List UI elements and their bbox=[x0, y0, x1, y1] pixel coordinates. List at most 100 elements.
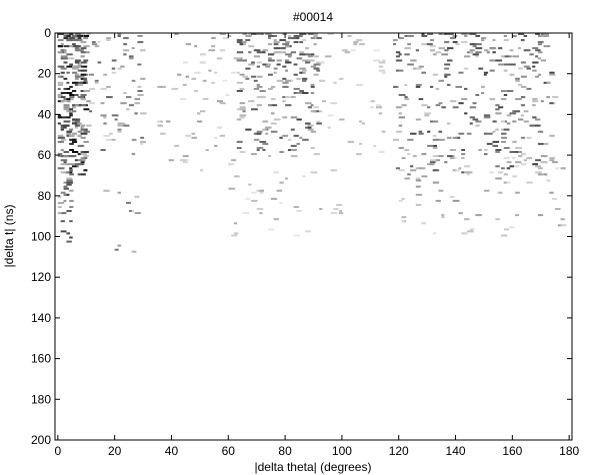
heatmap-cell bbox=[80, 69, 88, 72]
heatmap-cell bbox=[253, 138, 260, 141]
heatmap-cell bbox=[353, 43, 358, 46]
heatmap-cell bbox=[253, 79, 258, 82]
heatmap-cell bbox=[83, 90, 90, 92]
heatmap-cell bbox=[296, 118, 302, 121]
heatmap-cell bbox=[69, 142, 74, 145]
heatmap-cell bbox=[469, 51, 473, 54]
heatmap-cell bbox=[270, 122, 277, 125]
heatmap-cell bbox=[290, 51, 296, 54]
heatmap-cell bbox=[57, 96, 61, 99]
heatmap-cell bbox=[518, 83, 522, 86]
heatmap-cell bbox=[290, 116, 298, 119]
heatmap-cell bbox=[464, 67, 469, 70]
heatmap-cell bbox=[80, 151, 86, 153]
heatmap-cell bbox=[239, 87, 245, 90]
heatmap-cell bbox=[80, 61, 87, 64]
heatmap-cell bbox=[80, 124, 86, 127]
heatmap-cell bbox=[74, 124, 80, 127]
heatmap-cell bbox=[69, 85, 73, 88]
heatmap-cell bbox=[191, 132, 196, 135]
heatmap-cell bbox=[310, 53, 315, 56]
y-tick-label: 60 bbox=[38, 148, 52, 162]
heatmap-cell bbox=[69, 108, 74, 111]
heatmap-cell bbox=[72, 138, 77, 141]
heatmap-cell bbox=[415, 203, 422, 206]
heatmap-cell bbox=[353, 41, 359, 44]
heatmap-cell bbox=[94, 79, 99, 82]
heatmap-cell bbox=[72, 43, 76, 46]
heatmap-cell bbox=[256, 65, 260, 68]
heatmap-cell bbox=[270, 104, 278, 107]
heatmap-cell bbox=[515, 191, 520, 194]
heatmap-cell bbox=[293, 41, 299, 44]
heatmap-cell bbox=[157, 85, 163, 88]
heatmap-cell bbox=[469, 106, 477, 109]
heatmap-cell bbox=[492, 51, 496, 54]
heatmap-cell bbox=[518, 33, 525, 35]
heatmap-cell bbox=[180, 159, 187, 162]
x-tick-label: 100 bbox=[332, 444, 352, 458]
heatmap-cell bbox=[77, 159, 83, 162]
heatmap-cell bbox=[535, 163, 538, 166]
heatmap-cell bbox=[140, 49, 144, 52]
heatmap-cell bbox=[495, 104, 500, 107]
heatmap-cell bbox=[80, 51, 86, 54]
heatmap-cell bbox=[503, 94, 508, 96]
heatmap-cell bbox=[63, 37, 68, 40]
heatmap-cell bbox=[398, 69, 404, 72]
heatmap-cell bbox=[444, 161, 448, 164]
heatmap-cell bbox=[216, 126, 222, 129]
heatmap-cell bbox=[447, 155, 453, 158]
heatmap-cell bbox=[302, 33, 307, 35]
heatmap-cell bbox=[398, 112, 402, 115]
heatmap-cell bbox=[89, 102, 95, 105]
heatmap-cell bbox=[512, 55, 519, 58]
heatmap-cell bbox=[404, 83, 408, 86]
heatmap-cell bbox=[350, 49, 356, 52]
heatmap-cell bbox=[438, 79, 444, 82]
heatmap-cell bbox=[535, 118, 541, 121]
heatmap-cell bbox=[282, 85, 289, 88]
heatmap-cell bbox=[63, 193, 67, 196]
heatmap-cell bbox=[66, 92, 73, 94]
heatmap-cell bbox=[160, 132, 166, 135]
heatmap-cell bbox=[526, 181, 533, 184]
heatmap-cell bbox=[421, 175, 428, 178]
heatmap-cell bbox=[310, 85, 315, 88]
heatmap-cell bbox=[123, 37, 129, 40]
heatmap-cell bbox=[83, 130, 89, 133]
heatmap-cell bbox=[239, 116, 245, 119]
heatmap-cell bbox=[430, 45, 436, 48]
heatmap-cell bbox=[63, 106, 70, 109]
heatmap-cell bbox=[319, 208, 323, 210]
heatmap-cell bbox=[373, 59, 380, 62]
heatmap-cell bbox=[80, 173, 86, 176]
heatmap-cell bbox=[466, 173, 470, 176]
heatmap-cell bbox=[341, 49, 348, 52]
heatmap-cell bbox=[435, 51, 442, 54]
heatmap-cell bbox=[503, 157, 510, 160]
heatmap-cell bbox=[66, 53, 73, 56]
heatmap-cell bbox=[66, 39, 72, 42]
heatmap-cell bbox=[410, 165, 414, 168]
heatmap-cell bbox=[537, 51, 543, 54]
heatmap-cell bbox=[128, 210, 132, 212]
heatmap-cell bbox=[475, 214, 482, 217]
heatmap-cell bbox=[393, 43, 396, 46]
heatmap-cell bbox=[483, 153, 488, 156]
heatmap-cell bbox=[111, 71, 117, 74]
heatmap-cell bbox=[549, 191, 554, 194]
heatmap-cell bbox=[415, 193, 423, 196]
heatmap-cell bbox=[313, 55, 319, 58]
heatmap-cell bbox=[268, 63, 271, 66]
heatmap-cell bbox=[128, 55, 134, 58]
heatmap-cell bbox=[279, 47, 285, 50]
heatmap-cell bbox=[66, 240, 72, 243]
heatmap-cell bbox=[461, 153, 466, 156]
heatmap-cell bbox=[60, 49, 64, 52]
heatmap-cell bbox=[418, 98, 424, 101]
heatmap-cell bbox=[444, 75, 448, 78]
heatmap-cell bbox=[518, 151, 521, 153]
heatmap-cell bbox=[214, 71, 218, 74]
heatmap-cell bbox=[259, 212, 263, 215]
